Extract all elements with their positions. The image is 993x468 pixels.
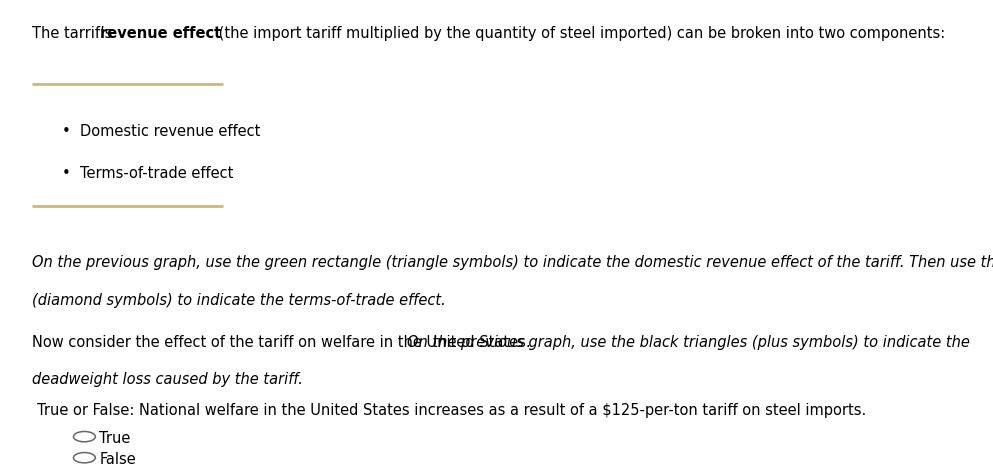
Text: False: False xyxy=(99,452,136,467)
Text: (diamond symbols) to indicate the terms-of-trade effect.: (diamond symbols) to indicate the terms-… xyxy=(32,292,446,307)
Text: deadweight loss caused by the tariff.: deadweight loss caused by the tariff. xyxy=(32,372,303,387)
Text: True: True xyxy=(99,431,131,446)
Text: The tarrif’s: The tarrif’s xyxy=(32,26,117,41)
Text: (the import tariff multiplied by the quantity of steel imported) can be broken i: (the import tariff multiplied by the qua… xyxy=(214,26,945,41)
Text: Now consider the effect of the tariff on welfare in the United States.: Now consider the effect of the tariff on… xyxy=(32,335,535,350)
Text: •  Terms-of-trade effect: • Terms-of-trade effect xyxy=(62,166,233,181)
Text: •  Domestic revenue effect: • Domestic revenue effect xyxy=(62,124,260,139)
Text: revenue effect: revenue effect xyxy=(99,26,221,41)
Text: True or False: National welfare in the United States increases as a result of a : True or False: National welfare in the U… xyxy=(37,403,866,418)
Text: On the previous graph, use the black triangles (plus symbols) to indicate the: On the previous graph, use the black tri… xyxy=(407,335,970,350)
Text: On the previous graph, use the green rectangle (triangle symbols) to indicate th: On the previous graph, use the green rec… xyxy=(32,255,993,270)
